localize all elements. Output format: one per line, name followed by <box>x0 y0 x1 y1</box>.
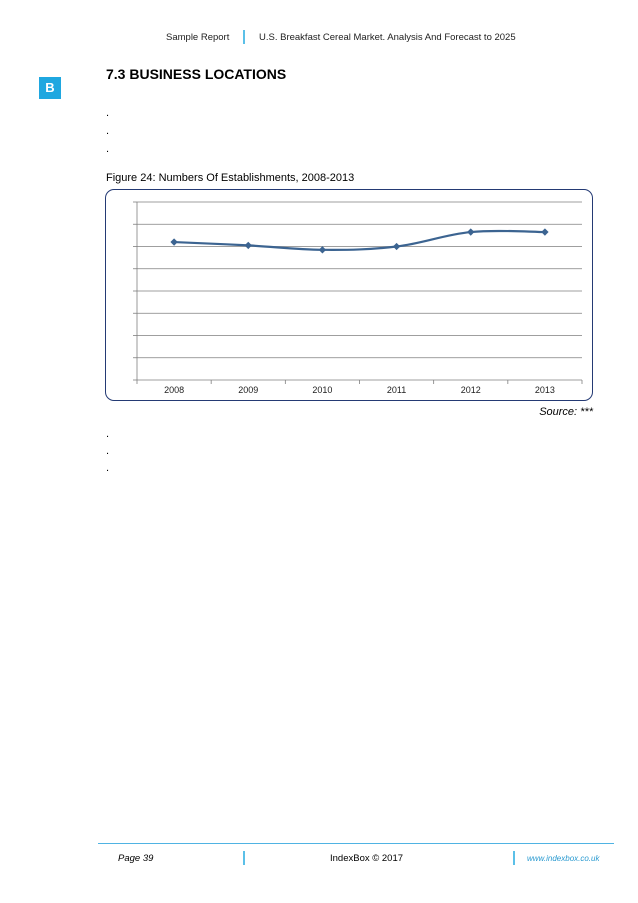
placeholder-dots-bottom: . . . <box>106 426 109 477</box>
x-tick-label: 2009 <box>238 385 258 395</box>
figure-source: Source: *** <box>539 406 593 418</box>
x-tick-label: 2012 <box>461 385 481 395</box>
placeholder-dot: . <box>106 143 110 155</box>
header-report-title: U.S. Breakfast Cereal Market. Analysis A… <box>259 32 516 43</box>
placeholder-dot: . <box>106 445 110 457</box>
data-point <box>467 228 475 236</box>
footer-separator <box>243 851 245 865</box>
line-chart: 2008 2009 2010 2011 2012 2013 <box>133 201 583 395</box>
footer-separator <box>513 851 515 865</box>
logo-badge: B <box>39 77 61 99</box>
placeholder-dot: . <box>106 428 110 440</box>
header-report-type: Sample Report <box>166 32 230 43</box>
section-title: 7.3 BUSINESS LOCATIONS <box>106 66 287 82</box>
placeholder-dots-top: . . . <box>106 104 109 158</box>
data-point <box>170 238 178 246</box>
chart-frame: 2008 2009 2010 2011 2012 2013 <box>105 189 593 401</box>
page-header: Sample Report U.S. Breakfast Cereal Mark… <box>0 22 638 46</box>
data-point <box>392 242 401 251</box>
footer-website-link[interactable]: www.indexbox.co.uk <box>527 854 600 863</box>
page-footer: Page 39 IndexBox © 2017 www.indexbox.co.… <box>0 851 638 867</box>
x-tick-label: 2008 <box>164 385 184 395</box>
x-tick-label: 2013 <box>535 385 555 395</box>
header-separator <box>243 30 245 44</box>
series-line <box>174 229 545 251</box>
data-point <box>541 228 549 236</box>
placeholder-dot: . <box>106 107 110 119</box>
data-point <box>318 246 327 254</box>
page-number: Page 39 <box>118 853 154 864</box>
footer-copyright: IndexBox © 2017 <box>330 853 404 864</box>
x-tick-label: 2011 <box>387 385 406 395</box>
placeholder-dot: . <box>106 125 110 137</box>
data-point <box>244 241 252 250</box>
x-tick-label: 2010 <box>312 385 332 395</box>
footer-divider <box>98 843 614 844</box>
figure-caption: Figure 24: Numbers Of Establishments, 20… <box>106 172 355 184</box>
placeholder-dot: . <box>106 462 110 474</box>
